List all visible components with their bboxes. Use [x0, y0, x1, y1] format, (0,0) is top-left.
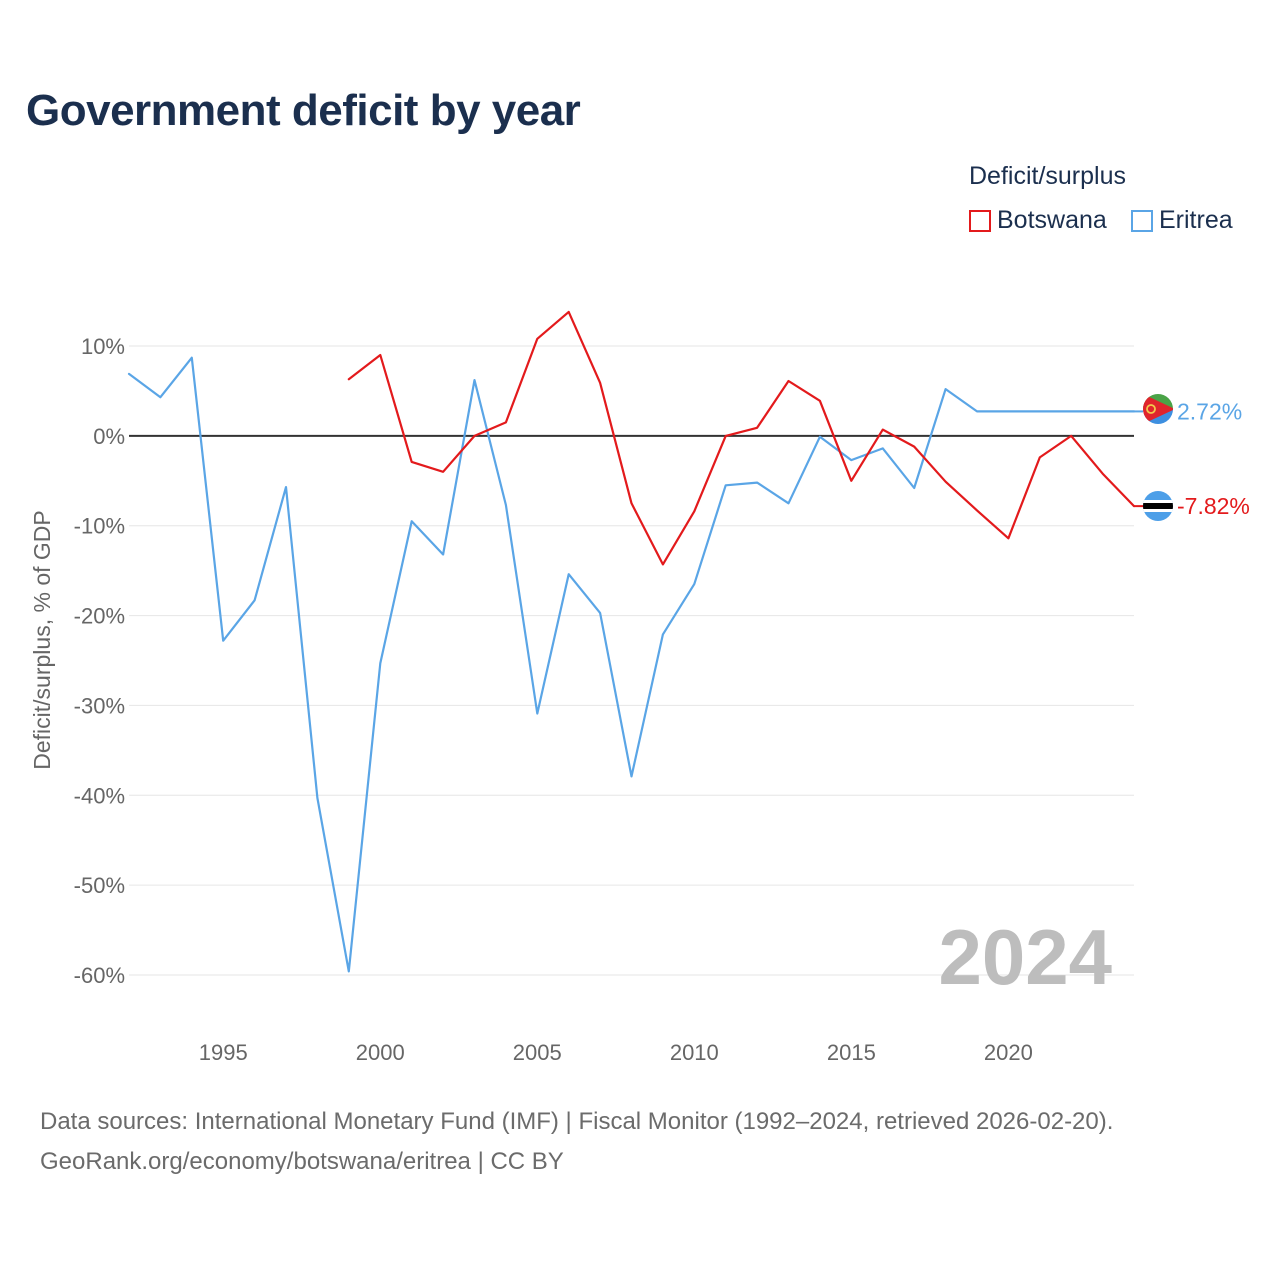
y-tick-label: -10%	[74, 514, 125, 539]
y-tick-label: -20%	[74, 604, 125, 629]
series-line-botswana	[347, 310, 1136, 566]
y-tick-label: 0%	[93, 424, 125, 449]
footer-attribution: GeoRank.org/economy/botswana/eritrea | C…	[40, 1148, 564, 1175]
watermark-year: 2024	[938, 913, 1112, 1001]
y-tick-label: -40%	[74, 783, 125, 808]
legend-item-eritrea[interactable]: Eritrea	[1131, 206, 1233, 235]
x-tick-label: 2000	[356, 1040, 405, 1065]
legend-swatch-botswana	[969, 209, 991, 232]
legend-label-botswana: Botswana	[997, 206, 1107, 234]
y-tick-label: -60%	[74, 963, 125, 988]
x-tick-label: 2005	[513, 1040, 562, 1065]
end-label-botswana: -7.82%	[1177, 493, 1250, 519]
x-tick-label: 1995	[199, 1040, 248, 1065]
x-tick-label: 2015	[827, 1040, 876, 1065]
legend-title: Deficit/surplus	[969, 162, 1126, 190]
eritrea-flag-icon	[1143, 394, 1173, 424]
end-labels: 2.72% -7.82%	[1177, 398, 1250, 519]
botswana-flag-icon	[1143, 491, 1173, 521]
y-axis-label: Deficit/surplus, % of GDP	[29, 510, 55, 769]
footer-sources: Data sources: International Monetary Fun…	[40, 1108, 1114, 1135]
series-line-eritrea	[127, 356, 1136, 973]
y-tick-label: -30%	[74, 693, 125, 718]
legend-item-botswana[interactable]: Botswana	[969, 206, 1107, 235]
end-label-eritrea: 2.72%	[1177, 398, 1242, 424]
series	[127, 310, 1143, 973]
y-tick-label: 10%	[81, 334, 125, 359]
chart-title: Government deficit by year	[26, 86, 581, 135]
y-tick-label: -50%	[74, 873, 125, 898]
gridlines	[129, 345, 1134, 976]
x-tick-label: 2020	[984, 1040, 1033, 1065]
axes: 10% 0% -10% -20% -30% -40% -50% -60% 1995 2000 200…	[29, 334, 1134, 1065]
legend-label-eritrea: Eritrea	[1159, 206, 1233, 234]
x-tick-label: 2010	[670, 1040, 719, 1065]
legend-swatch-eritrea	[1131, 209, 1153, 232]
